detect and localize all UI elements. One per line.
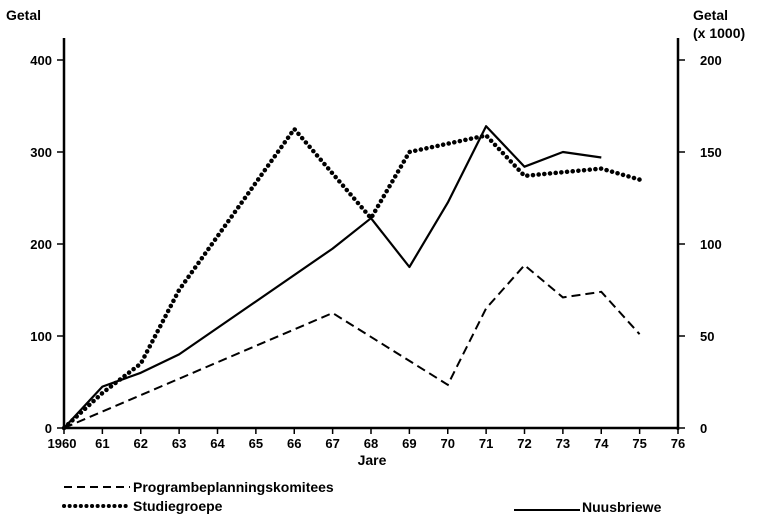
legend-label-nuusbriewe: Nuusbriewe: [582, 499, 662, 515]
y-tick-label-left: 400: [30, 53, 52, 68]
y-axis-title-right-line2: (x 1000): [693, 25, 745, 41]
series-line-nuusbriewe: [63, 125, 602, 429]
x-tick-label: 73: [556, 436, 570, 451]
y-tick-label-right: 150: [700, 145, 722, 160]
y-tick-label-left: 100: [30, 329, 52, 344]
x-tick-label: 67: [325, 436, 339, 451]
y-axis-title-left: Getal: [6, 7, 41, 23]
x-tick-label: 69: [402, 436, 416, 451]
y-tick-label-left: 300: [30, 145, 52, 160]
x-tick-label: 70: [441, 436, 455, 451]
x-tick-label: 62: [134, 436, 148, 451]
x-tick-label: 66: [287, 436, 301, 451]
y-tick-label-left: 200: [30, 237, 52, 252]
x-tick-label: 63: [172, 436, 186, 451]
y-tick-label-right: 0: [700, 421, 707, 436]
x-tick-label: 64: [210, 436, 225, 451]
x-tick-label: 72: [517, 436, 531, 451]
y-tick-label-left: 0: [45, 421, 52, 436]
x-tick-label: 71: [479, 436, 493, 451]
legend-label-studiegroepe: Studiegroepe: [133, 498, 223, 514]
series-line-studiegroepe: [61, 125, 642, 431]
x-tick-label: 61: [95, 436, 109, 451]
y-tick-label-right: 200: [700, 53, 722, 68]
x-tick-label: 65: [249, 436, 263, 451]
legend-label-programbeplanningskomitees: Programbeplanningskomitees: [133, 479, 334, 495]
x-tick-label: 74: [594, 436, 609, 451]
x-axis-title: Jare: [358, 452, 387, 468]
x-tick-label: 75: [632, 436, 646, 451]
axes: 1960 61 62 63 64 65 66 67 68 69 70 71 72 73 74 75 76 0 100…: [30, 38, 722, 451]
y-axis-title-right-line1: Getal: [693, 7, 728, 23]
x-tick-label: 1960: [48, 436, 77, 451]
series-lines: [61, 125, 642, 431]
x-tick-label: 68: [364, 436, 378, 451]
legend: Programbeplanningskomitees Studiegroepe …: [62, 479, 662, 515]
y-tick-label-right: 100: [700, 237, 722, 252]
series-line-programbeplanningskomitees: [63, 263, 641, 429]
y-tick-label-right: 50: [700, 329, 714, 344]
x-tick-label: 76: [671, 436, 685, 451]
